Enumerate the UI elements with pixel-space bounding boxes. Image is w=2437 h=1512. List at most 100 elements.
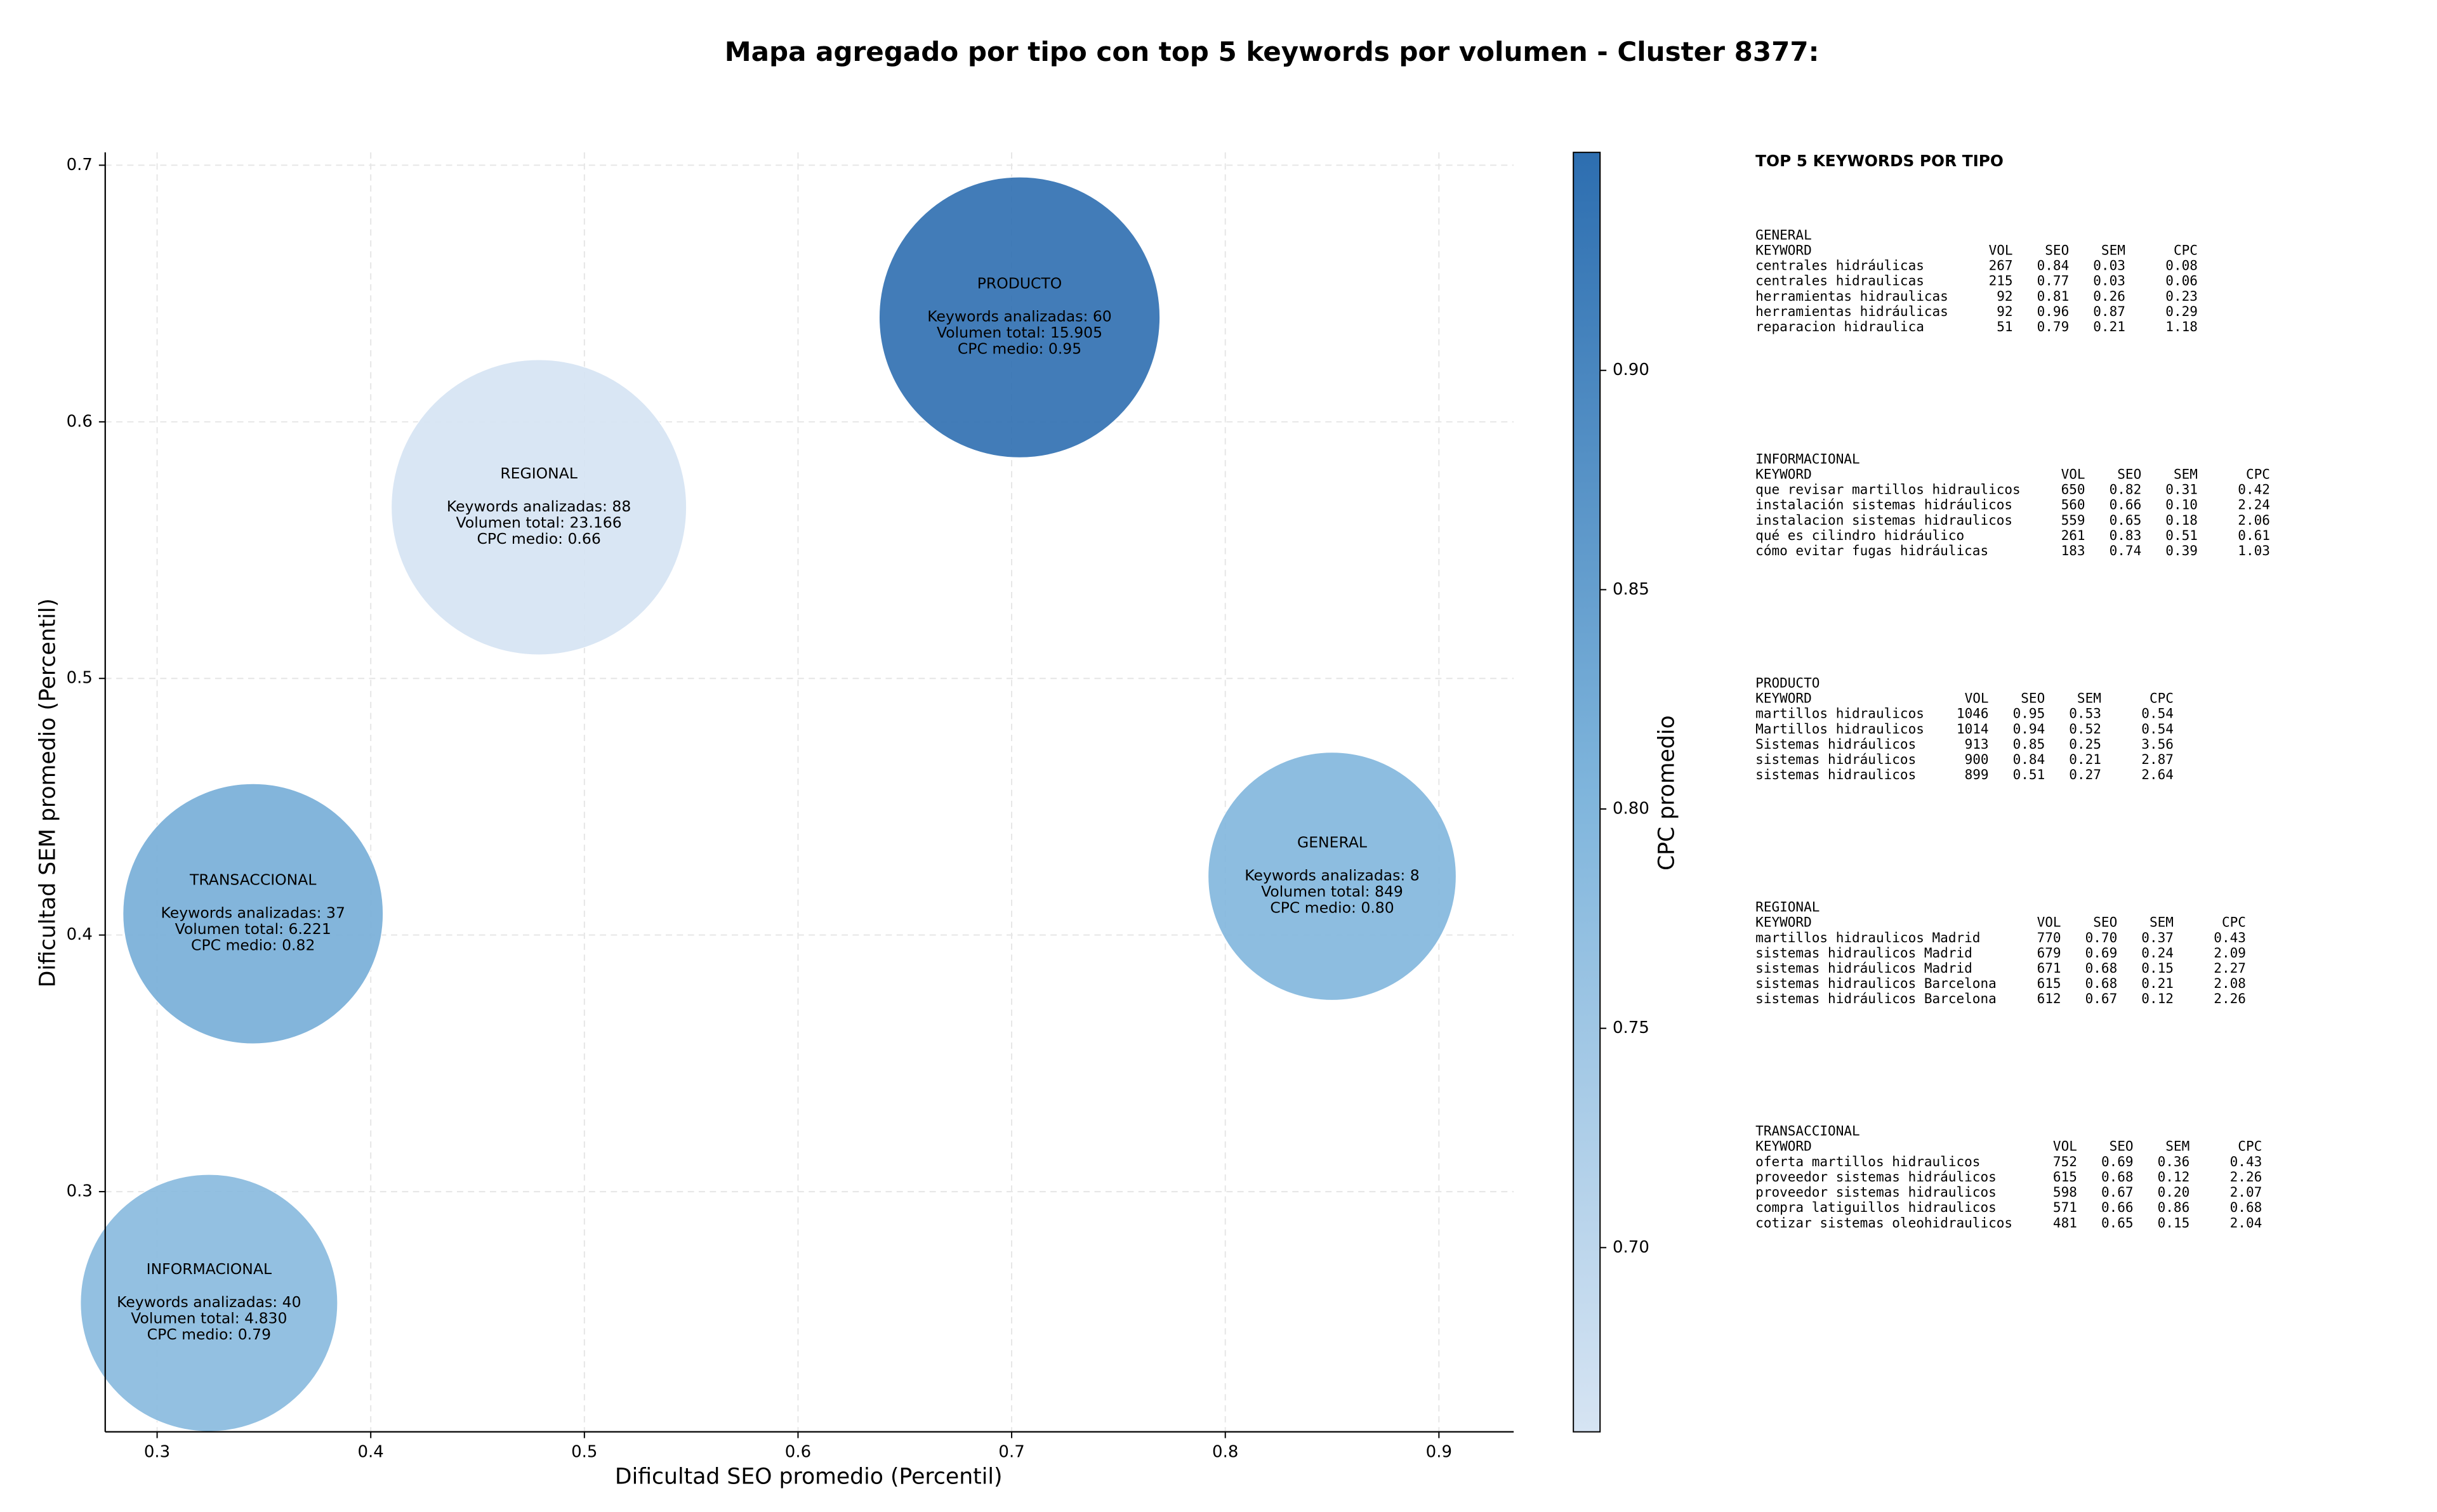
number-cell: 0.68 bbox=[2101, 1169, 2134, 1185]
y-tick-label: 0.7 bbox=[67, 155, 93, 174]
number-cell: 0.54 bbox=[2141, 706, 2174, 721]
table-header: KEYWORD bbox=[1755, 914, 1812, 930]
number-cell: 0.96 bbox=[2037, 303, 2070, 319]
colorbar-tick-label: 0.80 bbox=[1613, 799, 1649, 818]
number-cell: 0.84 bbox=[2013, 751, 2045, 767]
y-tick-label: 0.6 bbox=[67, 412, 93, 431]
number-cell: 612 bbox=[2037, 990, 2061, 1006]
number-cell: 899 bbox=[1965, 766, 1989, 782]
number-cell: 0.79 bbox=[2037, 319, 2070, 334]
number-cell: 0.12 bbox=[2141, 990, 2174, 1006]
y-tick-label: 0.5 bbox=[67, 669, 93, 688]
number-cell: 0.66 bbox=[2110, 497, 2142, 513]
keyword-cell: qué es cilindro hidráulico bbox=[1755, 527, 1964, 543]
number-cell: 2.08 bbox=[2214, 975, 2246, 991]
number-cell: 0.51 bbox=[2165, 527, 2198, 543]
number-cell: 51 bbox=[1997, 319, 2012, 334]
number-cell: 0.20 bbox=[2158, 1184, 2190, 1200]
number-cell: 0.23 bbox=[2165, 288, 2198, 304]
table-header: SEO bbox=[2110, 1138, 2134, 1154]
number-cell: 0.51 bbox=[2013, 766, 2045, 782]
table-header: SEO bbox=[2045, 242, 2069, 258]
number-cell: 0.08 bbox=[2165, 258, 2198, 273]
x-tick-label: 0.6 bbox=[785, 1442, 811, 1461]
number-cell: 560 bbox=[2061, 497, 2085, 513]
number-cell: 2.26 bbox=[2230, 1169, 2262, 1185]
number-cell: 2.04 bbox=[2230, 1214, 2262, 1230]
number-cell: 0.03 bbox=[2093, 258, 2125, 273]
number-cell: 0.83 bbox=[2110, 527, 2142, 543]
bubble-label: Volumen total: 6.221 bbox=[175, 920, 331, 938]
bubble-label: Keywords analizadas: 8 bbox=[1245, 867, 1419, 884]
keyword-cell: martillos hidraulicos bbox=[1755, 706, 1924, 721]
keyword-cell: sistemas hidráulicos bbox=[1755, 751, 1916, 767]
number-cell: 0.68 bbox=[2230, 1199, 2262, 1215]
bubble-label: Keywords analizadas: 37 bbox=[161, 904, 345, 922]
bubble-label: Keywords analizadas: 88 bbox=[447, 497, 631, 515]
number-cell: 0.68 bbox=[2085, 960, 2118, 976]
number-cell: 0.94 bbox=[2013, 721, 2045, 737]
bubble-label: Volumen total: 23.166 bbox=[456, 513, 622, 531]
table-header: SEO bbox=[2021, 690, 2045, 706]
number-cell: 679 bbox=[2037, 945, 2061, 961]
keyword-cell: sistemas hidráulicos Barcelona bbox=[1755, 990, 1997, 1006]
section-name: REGIONAL bbox=[1755, 899, 1819, 915]
section-name: TRANSACCIONAL bbox=[1755, 1123, 1859, 1139]
number-cell: 2.06 bbox=[2238, 512, 2270, 528]
number-cell: 0.10 bbox=[2165, 497, 2198, 513]
x-tick-label: 0.7 bbox=[998, 1442, 1024, 1461]
table-header: VOL bbox=[2053, 1138, 2077, 1154]
table-header: KEYWORD bbox=[1755, 1138, 1812, 1154]
colorbar-label: CPC promedio bbox=[1654, 715, 1680, 871]
table-header: VOL bbox=[1989, 242, 2013, 258]
number-cell: 2.64 bbox=[2141, 766, 2174, 782]
number-cell: 752 bbox=[2053, 1154, 2077, 1169]
keyword-cell: Martillos hidraulicos bbox=[1755, 721, 1924, 737]
number-cell: 770 bbox=[2037, 930, 2061, 945]
colorbar-tick-label: 0.75 bbox=[1613, 1018, 1649, 1037]
number-cell: 0.29 bbox=[2165, 303, 2198, 319]
number-cell: 0.52 bbox=[2069, 721, 2101, 737]
number-cell: 671 bbox=[2037, 960, 2061, 976]
colorbar-tick-label: 0.70 bbox=[1613, 1238, 1649, 1257]
table-header: SEM bbox=[2101, 242, 2125, 258]
keyword-cell: sistemas hidraulicos Barcelona bbox=[1755, 975, 1997, 991]
number-cell: 2.07 bbox=[2230, 1184, 2262, 1200]
bubble-label: Volumen total: 4.830 bbox=[131, 1310, 287, 1327]
chart-title: Mapa agregado por tipo con top 5 keyword… bbox=[725, 36, 1819, 67]
number-cell: 0.95 bbox=[2013, 706, 2045, 721]
panel-title: TOP 5 KEYWORDS POR TIPO bbox=[1755, 152, 2004, 170]
number-cell: 0.26 bbox=[2093, 288, 2125, 304]
colorbar bbox=[1573, 152, 1601, 1433]
number-cell: 0.24 bbox=[2141, 945, 2174, 961]
number-cell: 0.21 bbox=[2069, 751, 2101, 767]
table-header: KEYWORD bbox=[1755, 466, 1812, 482]
bubble-label: CPC medio: 0.80 bbox=[1270, 899, 1394, 917]
number-cell: 0.84 bbox=[2037, 258, 2070, 273]
keyword-cell: centrales hidráulicas bbox=[1755, 258, 1924, 273]
number-cell: 0.69 bbox=[2101, 1154, 2134, 1169]
keyword-cell: instalacion sistemas hidraulicos bbox=[1755, 512, 2012, 528]
number-cell: 913 bbox=[1965, 736, 1989, 752]
number-cell: 0.31 bbox=[2165, 482, 2198, 497]
number-cell: 0.18 bbox=[2165, 512, 2198, 528]
number-cell: 0.87 bbox=[2093, 303, 2125, 319]
number-cell: 2.24 bbox=[2238, 497, 2270, 513]
table-header: CPC bbox=[2174, 242, 2198, 258]
number-cell: 215 bbox=[1989, 273, 2013, 289]
keyword-cell: reparacion hidraulica bbox=[1755, 319, 1924, 334]
section-name: PRODUCTO bbox=[1755, 674, 1819, 690]
number-cell: 0.43 bbox=[2230, 1154, 2262, 1169]
keyword-cell: cotizar sistemas oleohidraulicos bbox=[1755, 1214, 2012, 1230]
table-header: SEO bbox=[2117, 466, 2141, 482]
table-header: VOL bbox=[2061, 466, 2085, 482]
number-cell: 0.77 bbox=[2037, 273, 2070, 289]
table-header: VOL bbox=[2037, 914, 2061, 930]
bubble bbox=[122, 783, 384, 1044]
number-cell: 0.03 bbox=[2093, 273, 2125, 289]
number-cell: 0.67 bbox=[2101, 1184, 2134, 1200]
table-header: KEYWORD bbox=[1755, 242, 1812, 258]
keyword-cell: compra latiguillos hidraulicos bbox=[1755, 1199, 1997, 1215]
bubble-label: CPC medio: 0.82 bbox=[191, 937, 315, 954]
